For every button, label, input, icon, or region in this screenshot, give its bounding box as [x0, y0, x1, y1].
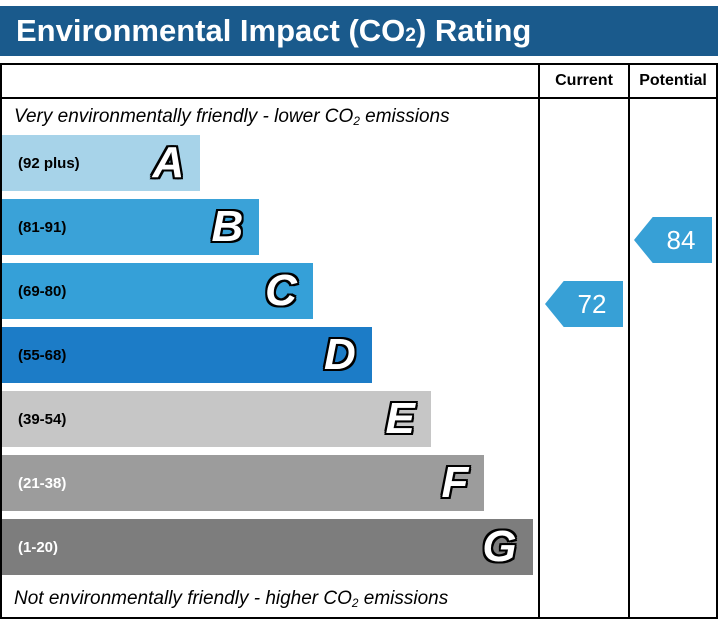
band-row-g: (1-20) G [2, 519, 538, 575]
band-range-label: (1-20) [18, 538, 59, 556]
band-bar-f: (21-38) F [2, 455, 485, 511]
co2-subscript: 2 [405, 25, 416, 47]
band-bar-g: (1-20) G [2, 519, 533, 575]
band-range-label: (39-54) [18, 410, 67, 428]
band-range-label: (21-38) [18, 474, 67, 492]
current-rating-value: 72 [577, 288, 607, 319]
top-note-text: Very environmentally friendly - lower CO [14, 106, 354, 127]
bottom-note-text: Not environmentally friendly - higher CO [14, 588, 352, 609]
band-letter: F [441, 458, 469, 507]
band-range-label: (55-68) [18, 346, 67, 364]
band-row-d: (55-68) D [2, 327, 538, 383]
band-range-label: (81-91) [18, 218, 67, 236]
band-letter: A [152, 138, 185, 187]
band-row-f: (21-38) F [2, 455, 538, 511]
band-bar-b: (81-91) B [2, 199, 260, 255]
potential-rating-marker: 84 [634, 217, 712, 263]
current-column: 72 [538, 99, 628, 617]
co2-subscript: 2 [353, 115, 360, 129]
band-letter: B [211, 202, 244, 251]
chart-title: Environmental Impact (CO 2) Rating [0, 6, 718, 56]
bottom-note-suffix: emissions [358, 588, 449, 609]
band-row-a: (92 plus) A [2, 135, 538, 191]
current-rating-marker: 72 [545, 281, 623, 327]
rating-table: Current Potential Very environmentally f… [0, 63, 718, 619]
top-note: Very environmentally friendly - lower CO… [2, 99, 538, 135]
bands-column: Very environmentally friendly - lower CO… [2, 99, 538, 617]
potential-column: 84 [628, 99, 716, 617]
band-letter: E [385, 394, 415, 443]
band-bar-e: (39-54) E [2, 391, 431, 447]
band-range-label: (92 plus) [18, 154, 80, 172]
band-letter: D [324, 330, 356, 379]
band-bar-c: (69-80) C [2, 263, 313, 319]
main-column-header [2, 65, 538, 99]
band-bar-d: (55-68) D [2, 327, 372, 383]
band-range-label: (69-80) [18, 282, 67, 300]
co2-subscript: 2 [351, 597, 359, 611]
chart-title-text: Environmental Impact (CO [16, 13, 406, 48]
bottom-note: Not environmentally friendly - higher CO… [2, 585, 538, 617]
band-letter: C [265, 266, 297, 315]
current-column-header: Current [538, 65, 628, 99]
band-row-b: (81-91) B [2, 199, 538, 255]
band-letter: G [482, 522, 517, 571]
potential-column-header: Potential [628, 65, 716, 99]
chart-title-suffix: ) Rating [415, 13, 532, 48]
band-row-e: (39-54) E [2, 391, 538, 447]
band-bar-a: (92 plus) A [2, 135, 201, 191]
potential-rating-value: 84 [666, 224, 696, 255]
top-note-suffix: emissions [359, 106, 450, 127]
band-row-c: (69-80) C [2, 263, 538, 319]
